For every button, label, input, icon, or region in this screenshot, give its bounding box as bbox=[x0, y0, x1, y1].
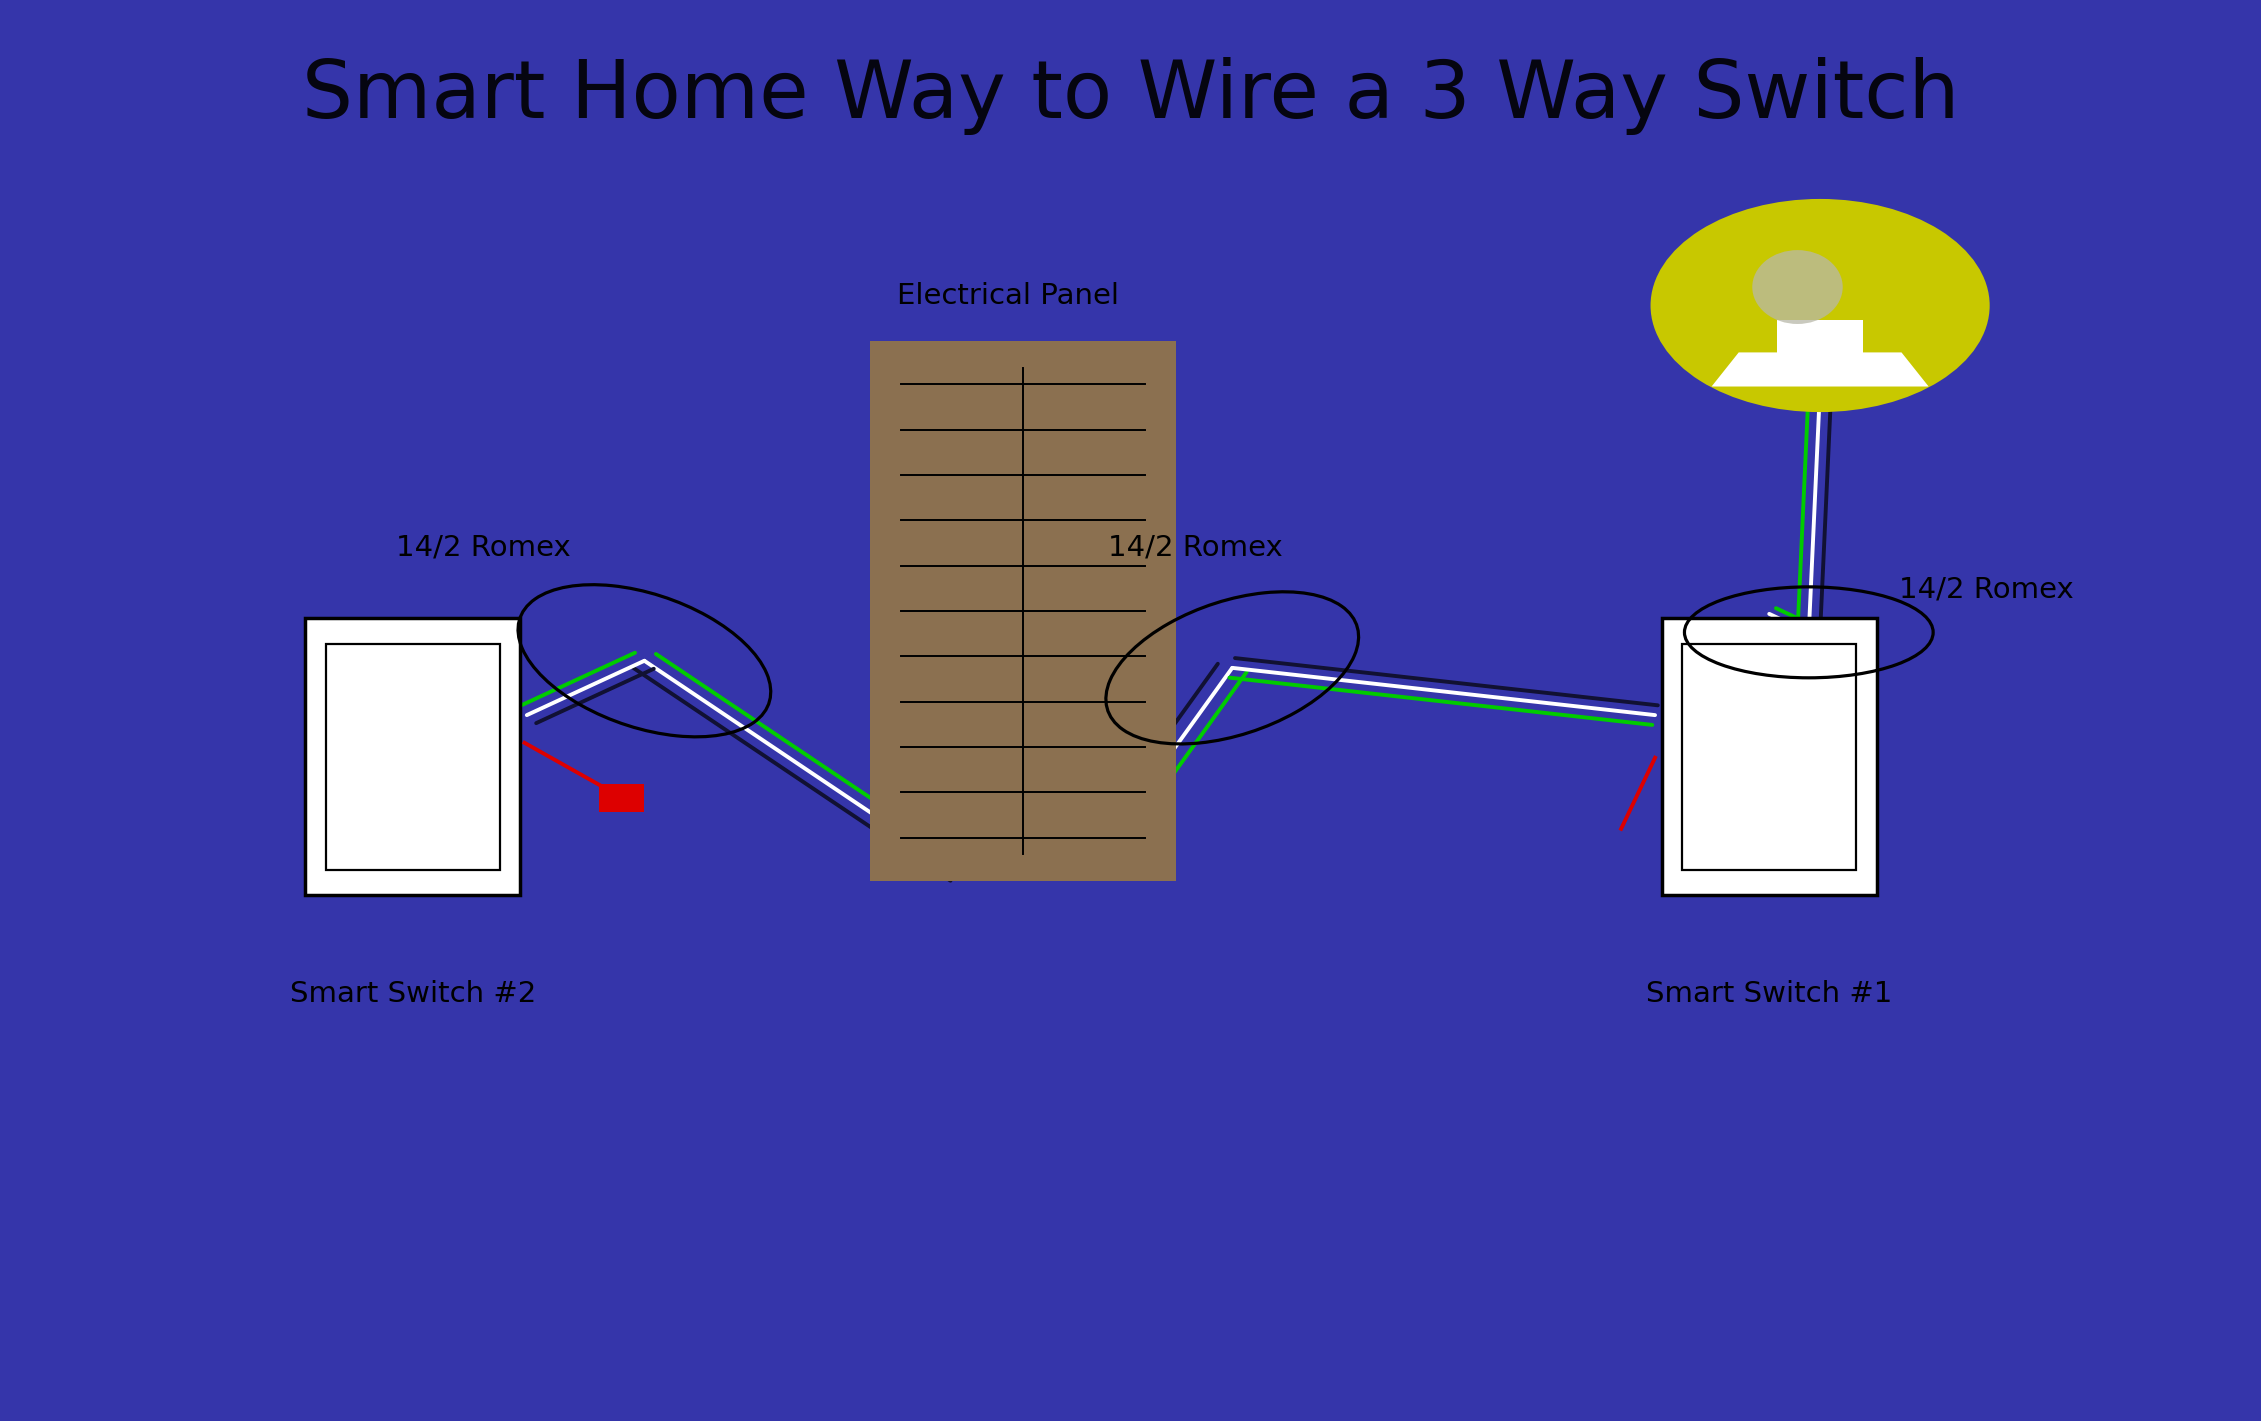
Text: Smart Switch #1: Smart Switch #1 bbox=[1646, 980, 1892, 1009]
Text: Electrical Panel: Electrical Panel bbox=[898, 281, 1119, 310]
Bar bbox=[599, 784, 644, 813]
Bar bbox=[1777, 320, 1863, 384]
Bar bbox=[305, 618, 520, 895]
Text: Smart Switch #2: Smart Switch #2 bbox=[289, 980, 536, 1009]
Bar bbox=[870, 341, 1176, 881]
Text: Smart Home Way to Wire a 3 Way Switch: Smart Home Way to Wire a 3 Way Switch bbox=[301, 57, 1960, 135]
Bar bbox=[1682, 644, 1856, 870]
Text: 14/2 Romex: 14/2 Romex bbox=[1899, 576, 2073, 604]
Text: 14/2 Romex: 14/2 Romex bbox=[396, 533, 570, 561]
Ellipse shape bbox=[1752, 250, 1843, 324]
Text: 14/2 Romex: 14/2 Romex bbox=[1108, 533, 1282, 561]
Circle shape bbox=[1651, 199, 1990, 412]
Polygon shape bbox=[1712, 352, 1929, 387]
Bar bbox=[1662, 618, 1877, 895]
Bar bbox=[326, 644, 500, 870]
